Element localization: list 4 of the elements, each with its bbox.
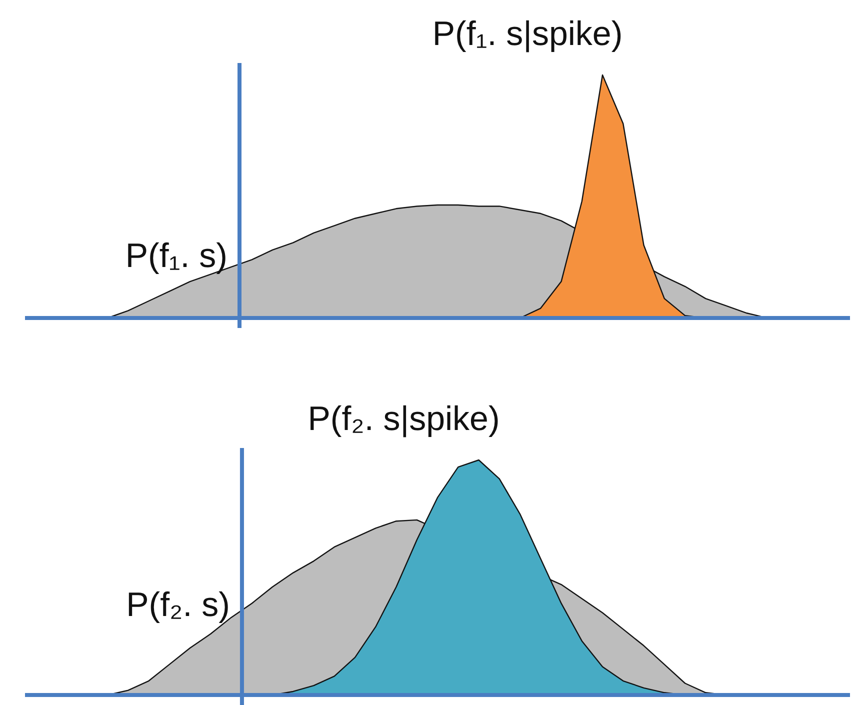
series-label: P(f₂. s) [126,586,230,624]
series-label: P(f₁. s|spike) [432,15,623,53]
series-label: P(f₂. s|spike) [308,400,500,438]
series-label: P(f₁. s) [125,237,228,276]
